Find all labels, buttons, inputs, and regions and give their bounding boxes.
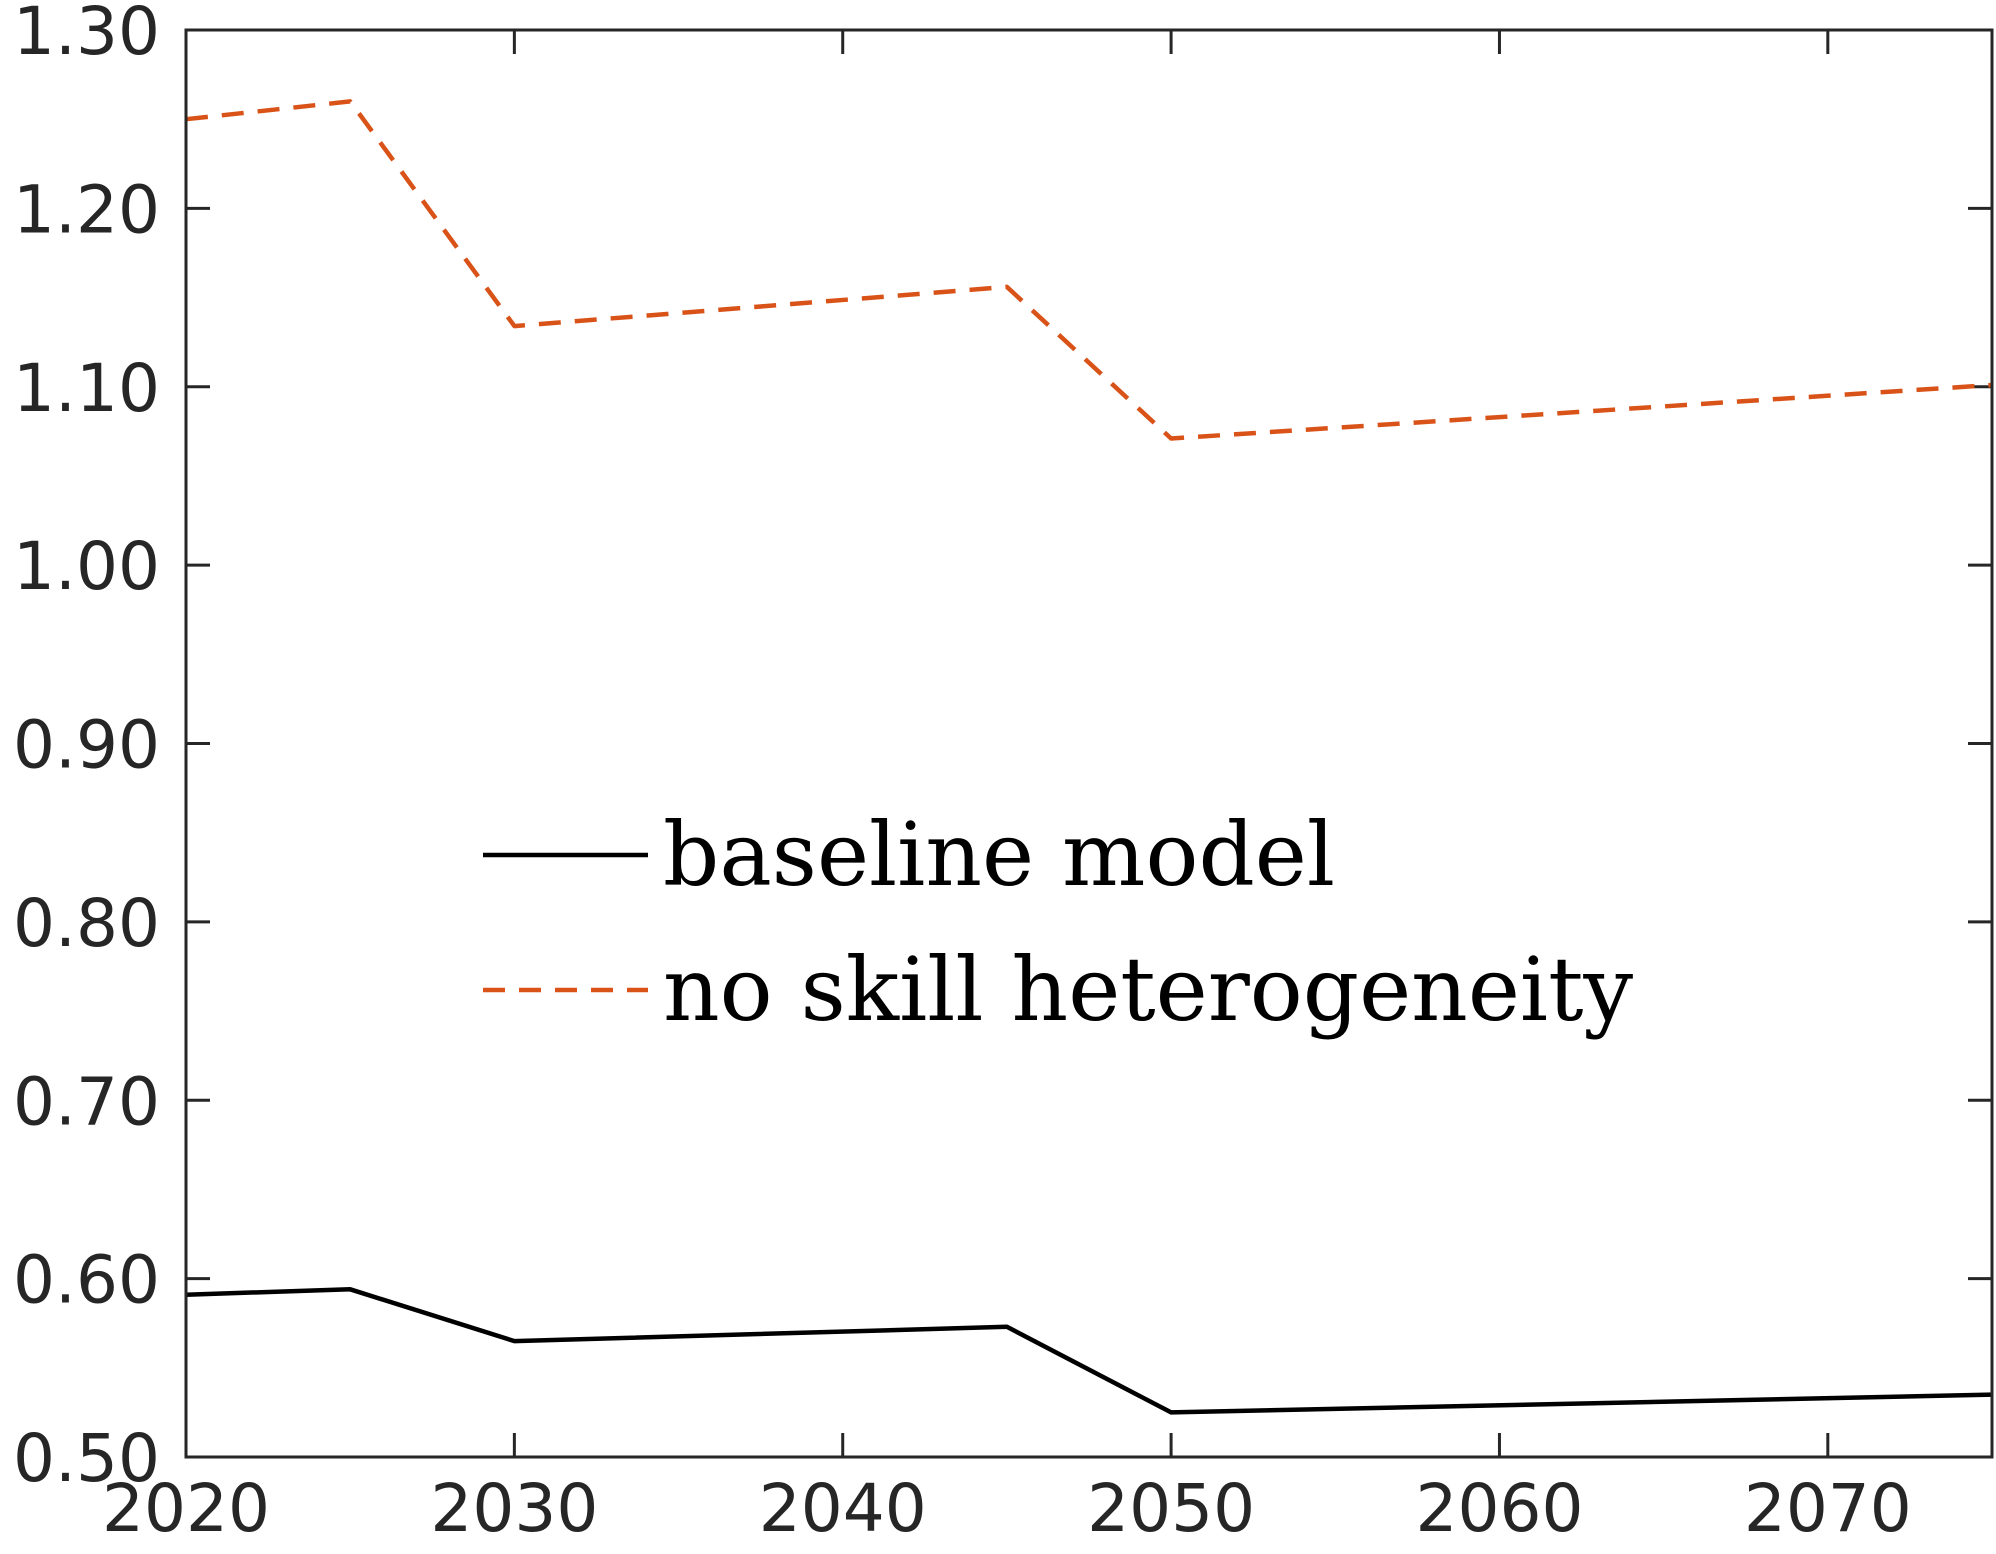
y-tick-label: 0.80 [13,885,160,962]
y-tick-label: 0.60 [13,1242,160,1319]
x-tick-label: 2020 [102,1470,270,1547]
x-tick-label: 2050 [1087,1470,1255,1547]
y-tick-label: 1.10 [13,350,160,427]
plot-lines [185,99,1993,1415]
x-tick-label: 2030 [430,1470,598,1547]
y-tick-label: 1.20 [13,171,160,248]
series-line-no-skill-heterogeneity [185,99,1993,441]
y-tick-labels: 0.50 0.60 0.70 0.80 0.90 1.00 1.10 1.20 1.30 [13,0,160,1497]
legend-label: baseline model [663,803,1335,906]
x-tick-label: 2070 [1744,1470,1912,1547]
x-tick-label: 2060 [1415,1470,1583,1547]
legend-label: no skill heterogeneity [663,938,1633,1041]
y-tick-label: 0.70 [13,1063,160,1140]
legend: baseline model no skill heterogeneity [483,803,1633,1041]
y-tick-label: 0.90 [13,707,160,784]
x-tick-labels: 2020 2030 2040 2050 2060 2070 [102,1470,1912,1547]
plot-frame [184,28,1994,1459]
series-line-baseline-model [185,1287,1993,1415]
y-tick-label: 0.50 [13,1420,160,1497]
x-tick-label: 2040 [759,1470,927,1547]
y-tick-label: 1.00 [13,528,160,605]
y-tick-label: 1.30 [13,0,160,70]
